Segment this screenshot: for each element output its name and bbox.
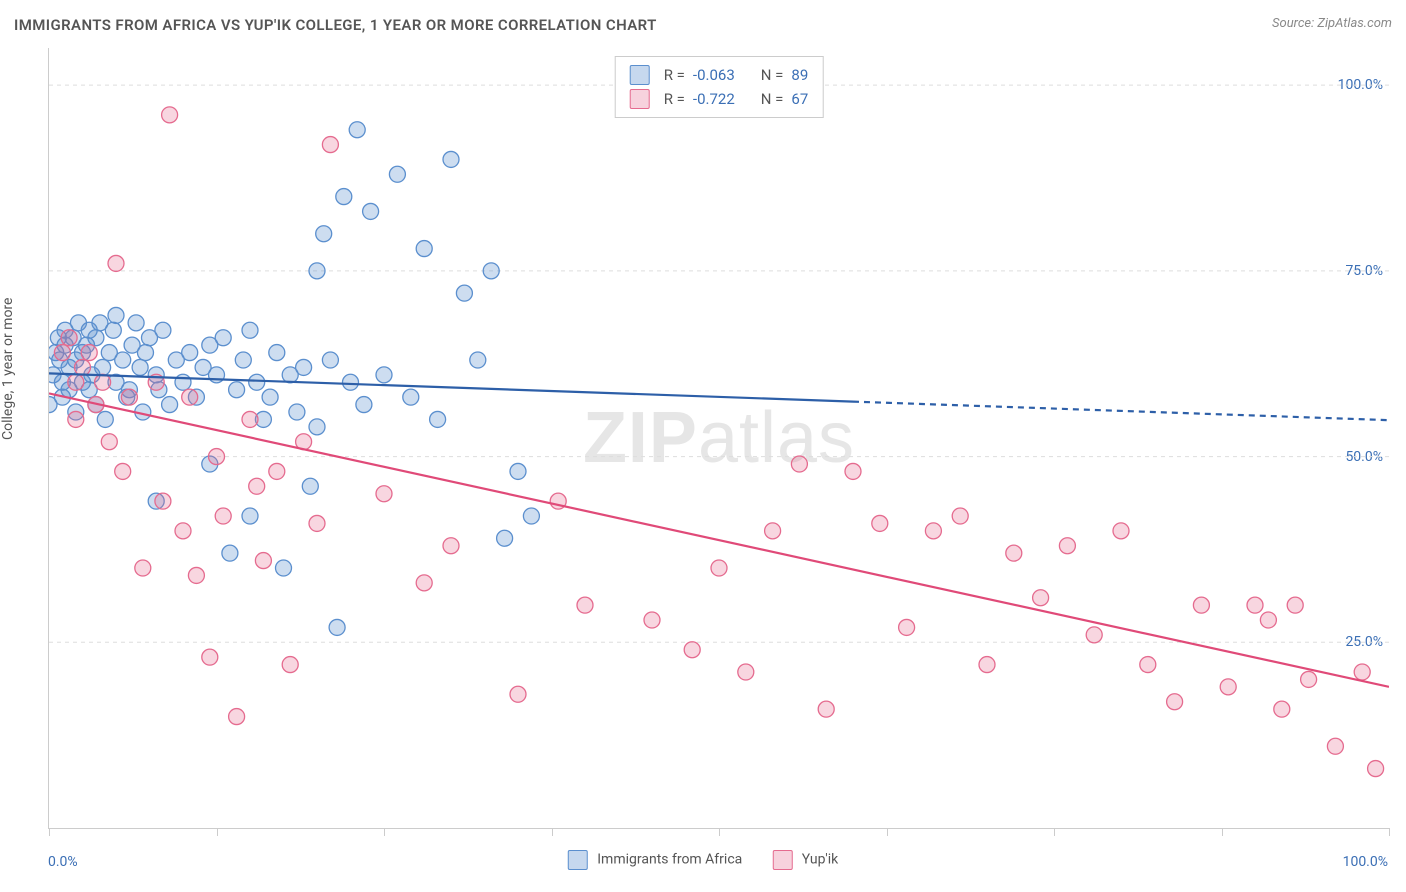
series-legend: Immigrants from Africa Yup'ik [568,850,838,870]
chart-title: IMMIGRANTS FROM AFRICA VS YUP'IK COLLEGE… [14,16,657,34]
series-swatch-1 [568,850,588,870]
x-tick [1389,828,1390,836]
legend-row-series-1: R = -0.063 N = 89 [630,63,809,87]
x-tick [719,828,720,836]
x-tick [887,828,888,836]
x-tick [49,828,50,836]
series-legend-item-2: Yup'ik [772,850,838,870]
source-label: Source: ZipAtlas.com [1272,16,1392,31]
x-axis-max-label: 100.0% [1343,854,1388,870]
y-axis-label: College, 1 year or more [0,298,16,440]
legend-swatch-1 [630,65,650,85]
n-value-1: 89 [791,63,808,87]
series-label-2: Yup'ik [802,852,838,868]
n-label-1: N = [761,63,784,87]
n-label-2: N = [761,87,784,111]
x-tick [1222,828,1223,836]
series-swatch-2 [772,850,792,870]
legend-row-series-2: R = -0.722 N = 67 [630,87,809,111]
r-label-1: R = [664,63,685,87]
series-legend-item-1: Immigrants from Africa [568,850,743,870]
series-label-1: Immigrants from Africa [597,852,742,868]
plot-area: ZIPatlas R = -0.063 N = 89 R = -0.722 N … [48,48,1389,829]
x-tick [552,828,553,836]
r-value-1: -0.063 [693,63,735,87]
correlation-legend: R = -0.063 N = 89 R = -0.722 N = 67 [615,56,824,118]
chart-container: IMMIGRANTS FROM AFRICA VS YUP'IK COLLEGE… [0,0,1406,892]
r-label-2: R = [664,87,685,111]
chart-svg [49,48,1389,828]
legend-swatch-2 [630,89,650,109]
x-tick [1054,828,1055,836]
n-value-2: 67 [791,87,808,111]
x-tick [217,828,218,836]
x-tick [384,828,385,836]
r-value-2: -0.722 [693,87,735,111]
x-axis-min-label: 0.0% [48,854,78,870]
